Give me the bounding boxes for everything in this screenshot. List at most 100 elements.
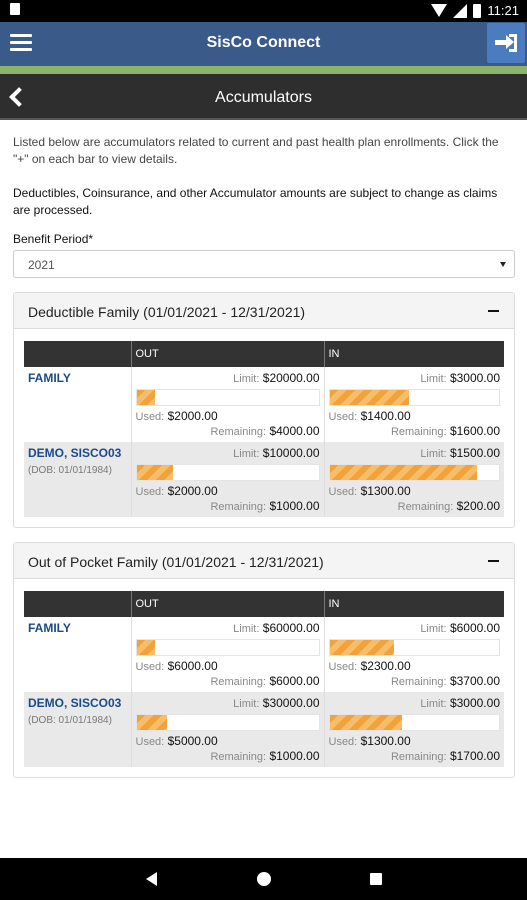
in-network-cell: Limit: $3000.00 Used: $1300.00 Remaining… [324,692,504,767]
member-name[interactable]: DEMO, SISCO03 [28,446,122,460]
android-nav-bar [0,858,527,900]
nav-recent-icon[interactable] [370,873,382,885]
header-empty [24,591,131,617]
used-value: $1300.00 [360,484,411,498]
remaining-value: $1000.00 [269,749,320,763]
limit-value: $1500.00 [449,446,500,460]
member-cell: FAMILY [24,367,132,442]
limit-label: Limit: [420,448,447,460]
progress-bar[interactable] [328,639,500,656]
remaining-line: Remaining: $1000.00 [136,499,320,513]
limit-line: Limit: $3000.00 [329,696,500,710]
limit-label: Limit: [233,698,260,710]
remaining-value: $1600.00 [449,424,500,438]
status-left [10,3,20,18]
progress-bar[interactable] [135,464,320,481]
member-dob: (DOB: 01/01/1984) [28,465,112,476]
used-value: $2300.00 [360,659,411,673]
app-title: SisCo Connect [206,34,321,51]
used-value: $2000.00 [167,484,218,498]
page-title: Accumulators [215,89,312,106]
progress-bar[interactable] [328,464,500,481]
remaining-value: $1000.00 [269,499,320,513]
out-network-cell: Limit: $30000.00 Used: $5000.00 Remainin… [131,692,325,767]
hamburger-icon[interactable] [10,34,32,52]
limit-value: $20000.00 [262,371,320,385]
progress-fill [329,390,410,405]
panel-title: Out of Pocket Family (01/01/2021 - 12/31… [28,554,324,570]
limit-line: Limit: $10000.00 [136,446,320,460]
table-row: DEMO, SISCO03 (DOB: 01/01/1984) Limit: $… [24,442,504,517]
member-cell: DEMO, SISCO03 (DOB: 01/01/1984) [24,692,132,767]
limit-label: Limit: [233,373,260,385]
remaining-value: $6000.00 [269,674,320,688]
progress-bar[interactable] [135,714,320,731]
header-out: OUT [130,341,324,367]
nav-home-icon[interactable] [257,872,271,886]
remaining-label: Remaining: [390,751,447,763]
in-network-cell: Limit: $1500.00 Used: $1300.00 Remaining… [324,442,504,517]
remaining-line: Remaining: $1700.00 [329,749,500,763]
progress-bar[interactable] [328,389,500,406]
limit-value: $3000.00 [449,696,500,710]
table-header: OUT IN [24,341,504,367]
used-value: $5000.00 [167,734,218,748]
limit-line: Limit: $60000.00 [136,621,319,635]
table-row: FAMILY Limit: $60000.00 Used: $6000.00 R… [24,617,504,692]
intro-text: Listed below are accumulators related to… [13,135,499,166]
status-right: 11:21 [431,3,519,18]
limit-value: $30000.00 [262,696,320,710]
panel-header[interactable]: Out of Pocket Family (01/01/2021 - 12/31… [14,543,514,579]
benefit-period-select[interactable]: 2021 [13,250,515,278]
remaining-line: Remaining: $6000.00 [136,674,320,688]
status-bar: 11:21 [0,0,527,22]
used-label: Used: [328,736,358,748]
member-name[interactable]: DEMO, SISCO03 [28,696,122,710]
used-value: $1400.00 [360,409,411,423]
used-label: Used: [328,661,358,673]
accumulator-panel: Out of Pocket Family (01/01/2021 - 12/31… [13,542,515,778]
minus-icon[interactable] [488,560,499,562]
used-value: $6000.00 [167,659,218,673]
nav-back-icon[interactable] [146,872,157,886]
progress-fill [136,465,173,480]
progress-bar[interactable] [328,714,500,731]
limit-line: Limit: $3000.00 [329,371,500,385]
page-header: Accumulators [0,74,527,120]
logout-button[interactable] [487,23,525,63]
in-network-cell: Limit: $6000.00 Used: $2300.00 Remaining… [324,617,504,692]
member-name[interactable]: FAMILY [28,621,71,635]
used-line: Used: $6000.00 [136,659,320,673]
limit-label: Limit: [233,448,260,460]
main-content: Listed below are accumulators related to… [13,134,515,778]
limit-label: Limit: [420,698,447,710]
used-line: Used: $1300.00 [329,734,501,748]
member-cell: DEMO, SISCO03 (DOB: 01/01/1984) [24,442,132,517]
remaining-label: Remaining: [397,501,454,513]
panel-title: Deductible Family (01/01/2021 - 12/31/20… [28,304,306,320]
used-label: Used: [135,661,165,673]
used-label: Used: [328,486,358,498]
chevron-down-icon [500,262,506,267]
progress-fill [329,715,403,730]
progress-fill [136,715,168,730]
signal-icon [453,3,468,18]
panel-header[interactable]: Deductible Family (01/01/2021 - 12/31/20… [14,293,514,329]
limit-line: Limit: $6000.00 [329,621,500,635]
remaining-line: Remaining: $1000.00 [136,749,320,763]
accumulator-table: OUT IN FAMILY Limit: $60000.00 Used: $60… [24,591,504,767]
used-line: Used: $1300.00 [329,484,501,498]
used-line: Used: $5000.00 [136,734,320,748]
status-time: 11:21 [487,3,519,18]
battery-icon [473,3,482,18]
progress-bar[interactable] [135,389,320,406]
progress-bar[interactable] [135,639,320,656]
limit-value: $10000.00 [262,446,320,460]
limit-label: Limit: [420,373,447,385]
benefit-period-label: Benefit Period* [13,232,94,246]
remaining-label: Remaining: [210,426,267,438]
minus-icon[interactable] [488,310,499,312]
member-name[interactable]: FAMILY [28,371,71,385]
limit-line: Limit: $20000.00 [136,371,320,385]
panel-body: OUT IN FAMILY Limit: $60000.00 Used: $60… [14,579,514,777]
